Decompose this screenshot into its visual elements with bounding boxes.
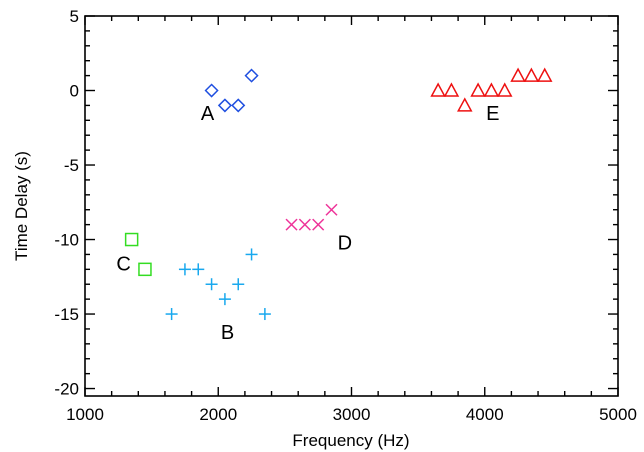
marker-c xyxy=(138,262,152,277)
marker-c xyxy=(124,232,139,247)
y-tick-label: -5 xyxy=(64,156,79,175)
y-tick-label: -10 xyxy=(54,231,79,250)
marker-a xyxy=(204,83,219,98)
group-label-b: B xyxy=(221,322,234,344)
group-annotations: A B C D E xyxy=(116,103,499,344)
marker-d-diag2 xyxy=(285,218,298,231)
marker-e xyxy=(483,82,500,97)
marker-a xyxy=(231,98,246,113)
marker-e xyxy=(536,67,553,82)
marker-b xyxy=(165,308,178,321)
x-tick-label: 4000 xyxy=(466,405,504,424)
marker-e xyxy=(443,82,460,97)
marker-e xyxy=(523,67,540,82)
y-tick-label: -15 xyxy=(54,305,79,324)
marker-e xyxy=(430,82,446,97)
marker-b xyxy=(192,263,205,276)
group-label-a: A xyxy=(201,103,215,125)
x-axis-title: Frequency (Hz) xyxy=(292,431,409,450)
marker-d-diag2 xyxy=(298,218,311,231)
x-tick-label: 5000 xyxy=(599,405,637,424)
marker-d xyxy=(285,218,298,231)
group-label-e: E xyxy=(486,103,499,125)
x-tick-label: 3000 xyxy=(333,405,371,424)
y-axis-title: Time Delay (s) xyxy=(12,151,31,261)
x-tick-label: 1000 xyxy=(66,405,104,424)
marker-b xyxy=(232,278,245,291)
y-tick-label: -20 xyxy=(54,380,79,399)
y-tick-label: 0 xyxy=(70,82,79,101)
x-tick-label: 2000 xyxy=(199,405,237,424)
marker-b xyxy=(205,278,218,291)
marker-e xyxy=(510,67,526,82)
marker-e xyxy=(457,97,473,112)
marker-d xyxy=(298,218,311,231)
marker-b xyxy=(258,308,271,321)
marker-b xyxy=(178,263,191,276)
marker-d-diag2 xyxy=(312,218,325,231)
data-markers xyxy=(124,67,553,321)
marker-d-diag2 xyxy=(325,203,338,216)
marker-e xyxy=(496,82,513,97)
axis-tick-labels: 1000 2000 3000 4000 5000 5 0 -5 -10 -15 -20 xyxy=(54,7,636,424)
marker-a xyxy=(217,98,232,113)
marker-e xyxy=(470,82,486,97)
axis-ticks xyxy=(84,15,619,396)
group-label-c: C xyxy=(116,253,130,275)
marker-d xyxy=(312,218,325,231)
marker-b xyxy=(218,293,231,306)
marker-b xyxy=(245,248,258,261)
plot-area-frame xyxy=(84,15,619,397)
marker-a xyxy=(244,68,259,83)
marker-d xyxy=(325,203,338,216)
group-label-d: D xyxy=(338,233,352,255)
y-tick-label: 5 xyxy=(70,7,79,26)
